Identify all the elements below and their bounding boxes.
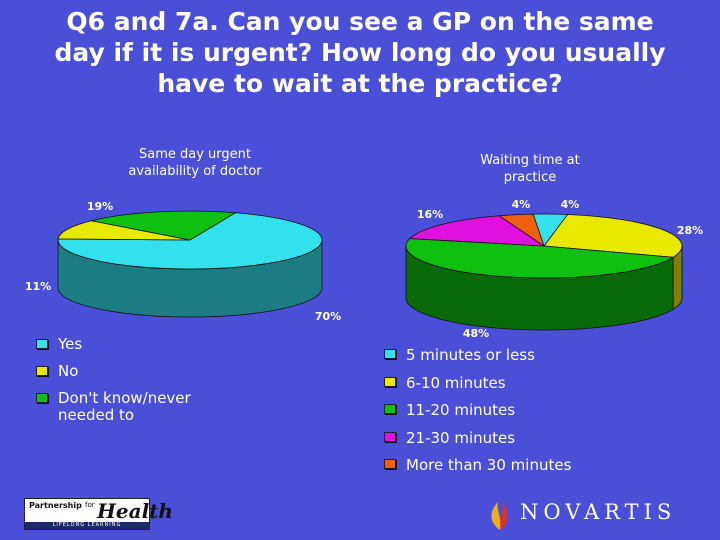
pie-slice-11-20-minutes bbox=[405, 238, 675, 279]
chart-2-title: Waiting time at practice bbox=[480, 153, 580, 185]
pie-label-yes: 70% bbox=[315, 310, 341, 323]
legend-item-21-30-min: 21-30 minutes bbox=[384, 429, 684, 457]
legend-item-no: No bbox=[36, 363, 216, 380]
legend-label-yes: Yes bbox=[58, 335, 83, 353]
pie-slice-yes bbox=[57, 212, 323, 270]
legend-label-5-min: 5 minutes or less bbox=[406, 346, 535, 364]
legend-swatch-dont-know bbox=[36, 393, 48, 403]
pie-label-21-30-minutes: 16% bbox=[417, 208, 443, 221]
pie-slice-more-than-30-minutes bbox=[498, 213, 545, 247]
legend-item-dont-know: Don't know/never needed to bbox=[36, 390, 216, 424]
pie-label-6-10-minutes: 28% bbox=[677, 224, 703, 237]
logo-tagline: LIFELONG LEARNING bbox=[25, 522, 149, 529]
legend-chart-2: 5 minutes or less 6-10 minutes 11-20 min… bbox=[384, 346, 684, 484]
legend-swatch-over-30-min bbox=[384, 459, 396, 469]
pie-slice-21-30-minutes bbox=[408, 215, 546, 247]
pie-label-11-20-minutes: 48% bbox=[463, 327, 489, 340]
legend-label-11-20-min: 11-20 minutes bbox=[406, 401, 516, 419]
novartis-wordmark: NOVARTIS bbox=[520, 500, 677, 524]
pie-chart-1: 70% 11% 19% bbox=[25, 200, 341, 323]
legend-item-yes: Yes bbox=[36, 336, 216, 353]
logo-for-text: for bbox=[85, 501, 95, 509]
legend-item-11-20-min: 11-20 minutes bbox=[384, 401, 684, 429]
chart-1-title: Same day urgent availability of doctor bbox=[128, 147, 262, 179]
pie-label-5-minutes-or-less: 4% bbox=[561, 198, 580, 211]
legend-label-dont-know: Don't know/never needed to bbox=[58, 389, 191, 424]
legend-swatch-no bbox=[36, 366, 48, 376]
logo-health-text: Health bbox=[97, 499, 173, 523]
legend-swatch-21-30-min bbox=[384, 431, 396, 442]
logo-partnership-text: Partnership bbox=[29, 501, 82, 510]
legend-item-5-min: 5 minutes or less bbox=[384, 346, 684, 374]
pie-slice-6-10-minutes bbox=[543, 214, 683, 258]
legend-label-6-10-min: 6-10 minutes bbox=[406, 373, 506, 392]
legend-swatch-5-min bbox=[384, 349, 396, 359]
novartis-flame-icon bbox=[491, 500, 508, 530]
legend-swatch-yes bbox=[36, 339, 48, 349]
legend-label-no: No bbox=[58, 362, 79, 380]
novartis-logo: NOVARTIS bbox=[478, 496, 693, 532]
partnership-for-health-logo: Partnership for Health LIFELONG LEARNING bbox=[24, 498, 173, 530]
legend-swatch-11-20-min bbox=[384, 404, 396, 414]
page-title: Q6 and 7a. Can you see a GP on the same … bbox=[54, 7, 666, 98]
pie-slice-don-t-know-never-needed-to bbox=[91, 210, 237, 241]
pie-label-more-than-30-minutes: 4% bbox=[512, 198, 531, 211]
legend-item-6-10-min: 6-10 minutes bbox=[384, 374, 684, 402]
pie-slice-no bbox=[57, 220, 191, 241]
pie-chart-2: 4% 28% 48% 16% 4% bbox=[405, 198, 703, 340]
pie-label-no: 11% bbox=[25, 280, 51, 293]
legend-chart-1: Yes No Don't know/never needed to bbox=[36, 336, 216, 434]
legend-swatch-6-10-min bbox=[384, 376, 396, 387]
legend-label-21-30-min: 21-30 minutes bbox=[406, 428, 516, 447]
legend-item-over-30-min: More than 30 minutes bbox=[384, 456, 684, 484]
pie-label-don-t-know-never-needed-to: 19% bbox=[87, 200, 113, 213]
legend-label-over-30-min: More than 30 minutes bbox=[406, 456, 572, 474]
